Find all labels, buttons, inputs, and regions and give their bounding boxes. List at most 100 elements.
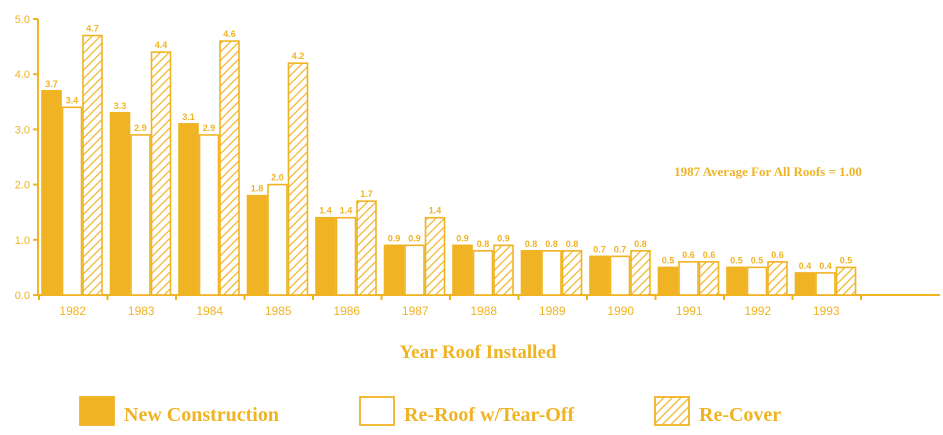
x-tick-label: 1990	[607, 304, 634, 318]
bar-re-cover-1993	[835, 266, 857, 296]
bar-re-roof-w-tear-off-1990	[609, 255, 631, 296]
data-label: 2.0	[271, 173, 284, 183]
bar-new-construction-1988	[452, 244, 473, 296]
bar-re-roof-w-tear-off-1987	[404, 244, 425, 296]
bar-new-construction-1984	[178, 123, 199, 296]
bar-re-cover-1992	[767, 261, 788, 296]
bar-re-cover-1985	[287, 62, 309, 296]
bar-new-construction-1985	[246, 194, 268, 296]
legend-label: Re-Roof w/Tear-Off	[404, 404, 574, 426]
x-tick-label: 1985	[265, 304, 292, 318]
bar-re-cover-1986	[356, 200, 377, 296]
bar-new-construction-1982	[41, 89, 62, 296]
data-label: 0.6	[703, 250, 716, 260]
bar-re-roof-w-tear-off-1982	[61, 106, 83, 296]
data-label: 3.1	[182, 112, 195, 122]
x-axis-label: Year Roof Installed	[400, 342, 557, 363]
bar-new-construction-1989	[520, 250, 542, 296]
bar-re-roof-w-tear-off-1988	[472, 250, 494, 296]
bar-re-roof-w-tear-off-1985	[267, 183, 288, 296]
data-label: 0.7	[593, 244, 606, 254]
bar-re-cover-1983	[150, 51, 172, 296]
data-label: 0.8	[477, 239, 490, 249]
legend-item-re-cover: Re-Cover	[654, 396, 781, 426]
data-label: 0.5	[730, 255, 743, 265]
x-tick-label: 1993	[813, 304, 840, 318]
legend-swatch	[79, 396, 115, 426]
data-label: 0.6	[682, 250, 695, 260]
x-tick-label: 1982	[59, 304, 86, 318]
x-tick-label: 1983	[128, 304, 155, 318]
data-label: 0.4	[819, 261, 832, 271]
bar-new-construction-1992	[726, 266, 747, 296]
bar-re-cover-1987	[424, 216, 446, 296]
data-label: 4.2	[292, 51, 305, 61]
bar-re-roof-w-tear-off-1991	[678, 261, 699, 296]
value-labels: 3.7 3.4 4.7 3.3 2.9 4.4 3.1 2.9 4.6 1.8 2.0 4.2 1.4 1…	[45, 24, 852, 271]
data-label: 0.7	[614, 244, 627, 254]
data-label: 1.8	[251, 184, 264, 194]
data-label: 1.7	[360, 189, 373, 199]
data-label: 0.9	[408, 233, 421, 243]
bar-re-roof-w-tear-off-1984	[198, 134, 220, 296]
data-label: 0.9	[456, 233, 469, 243]
x-tick-label: 1991	[676, 304, 703, 318]
bar-re-roof-w-tear-off-1989	[541, 250, 562, 296]
x-tick-label: 1984	[196, 304, 223, 318]
legend-swatch	[654, 396, 690, 426]
x-tick-labels: 1982 1983 1984 1985 1986 1987 1988 1989 1990 1991…	[59, 304, 840, 318]
data-label: 4.6	[223, 29, 236, 39]
x-tick-label: 1986	[333, 304, 360, 318]
legend-label: New Construction	[124, 404, 279, 426]
bars	[41, 34, 857, 296]
bar-new-construction-1993	[794, 272, 816, 296]
y-tick-label: 0.0	[15, 290, 30, 302]
data-label: 3.4	[66, 95, 79, 105]
bar-re-cover-1988	[493, 244, 514, 296]
y-tick-label: 2.0	[15, 180, 30, 192]
bar-re-cover-1989	[561, 250, 583, 296]
bar-new-construction-1991	[657, 266, 679, 296]
data-label: 0.4	[799, 261, 812, 271]
bar-new-construction-1986	[315, 216, 336, 296]
data-label: 2.9	[203, 123, 216, 133]
data-label: 3.3	[114, 101, 127, 111]
data-label: 0.5	[751, 255, 764, 265]
data-label: 0.6	[771, 250, 784, 260]
y-tick-label: 3.0	[15, 124, 30, 136]
data-label: 4.7	[86, 24, 99, 34]
data-label: 4.4	[155, 40, 168, 50]
legend: New Construction Re-Roof w/Tear-Off Re-Cov…	[79, 396, 781, 426]
bar-re-cover-1982	[82, 34, 103, 296]
data-label: 0.8	[525, 239, 538, 249]
bar-re-roof-w-tear-off-1992	[746, 266, 768, 296]
bar-new-construction-1990	[589, 255, 610, 296]
data-label: 0.8	[545, 239, 558, 249]
chart-annotation: 1987 Average For All Roofs = 1.00	[674, 164, 862, 179]
data-label: 0.8	[566, 239, 579, 249]
data-label: 0.5	[662, 255, 675, 265]
bar-new-construction-1987	[383, 244, 405, 296]
data-label: 1.4	[340, 206, 353, 216]
data-label: 1.4	[319, 206, 332, 216]
bar-re-roof-w-tear-off-1986	[335, 216, 357, 296]
x-tick-label: 1992	[744, 304, 771, 318]
bar-re-cover-1984	[219, 40, 240, 296]
legend-swatch	[359, 396, 395, 426]
bar-new-construction-1983	[109, 112, 131, 296]
y-tick-label: 5.0	[15, 14, 30, 26]
y-tick-label: 4.0	[15, 69, 30, 81]
data-label: 1.4	[429, 206, 442, 216]
data-label: 3.7	[45, 79, 58, 89]
legend-item-re-roof-w-tear-off: Re-Roof w/Tear-Off	[359, 396, 574, 426]
y-tick-label: 1.0	[15, 235, 30, 247]
legend-item-new-construction: New Construction	[79, 396, 279, 426]
x-tick-label: 1989	[539, 304, 566, 318]
data-label: 0.9	[388, 233, 401, 243]
bar-re-cover-1990	[630, 250, 651, 296]
data-label: 0.8	[634, 239, 647, 249]
legend-label: Re-Cover	[699, 404, 781, 426]
data-label: 0.9	[497, 233, 510, 243]
